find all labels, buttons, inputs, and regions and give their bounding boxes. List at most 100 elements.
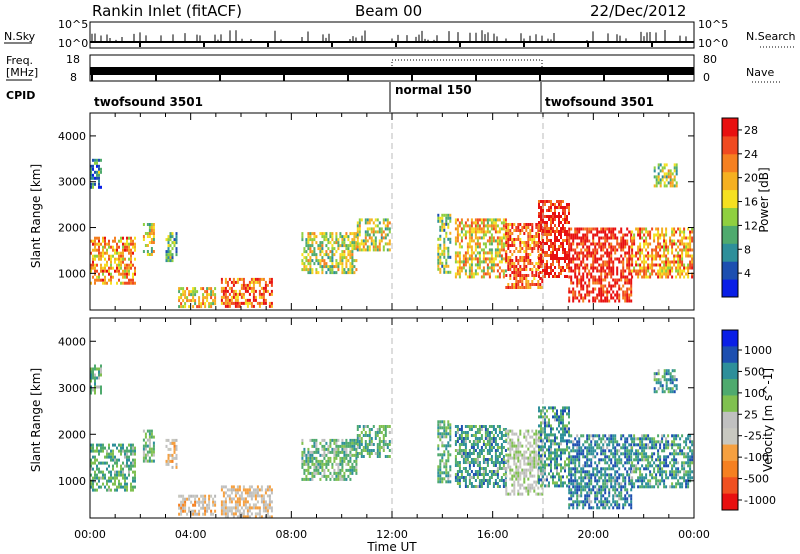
scatter-cell	[260, 485, 263, 489]
scatter-cell	[356, 236, 359, 240]
scatter-cell	[173, 447, 176, 451]
scatter-cell	[663, 242, 666, 246]
scatter-cell	[494, 461, 497, 464]
scatter-cell	[541, 432, 544, 436]
scatter-cell	[659, 266, 662, 270]
scatter-cell	[507, 432, 510, 436]
scatter-cell	[321, 474, 324, 478]
scatter-cell	[606, 251, 609, 255]
scatter-cell	[598, 275, 601, 279]
scatter-cell	[568, 233, 571, 237]
scatter-cell	[132, 458, 134, 462]
scatter-cell	[454, 479, 457, 482]
scatter-cell	[106, 467, 108, 471]
scatter-cell	[592, 296, 595, 300]
scatter-cell	[456, 470, 459, 473]
scatter-cell	[441, 435, 444, 439]
scatter-cell	[488, 458, 491, 461]
scatter-cell	[355, 456, 358, 460]
scatter-cell	[535, 480, 538, 484]
scatter-cell	[124, 488, 126, 492]
scatter-cell	[266, 289, 269, 293]
scatter-cell	[484, 242, 487, 246]
scatter-cell	[204, 512, 207, 516]
scatter-cell	[529, 244, 532, 247]
scatter-cell	[470, 428, 473, 431]
scatter-cell	[441, 477, 444, 481]
scatter-cell	[349, 456, 352, 460]
scatter-cell	[566, 203, 568, 206]
scatter-cell	[202, 302, 205, 306]
scatter-cell	[110, 479, 112, 483]
scatter-cell	[511, 265, 514, 268]
scatter-cell	[301, 456, 304, 460]
scatter-cell	[443, 267, 446, 271]
scatter-cell	[175, 447, 178, 451]
scatter-cell	[112, 458, 114, 462]
scatter-cell	[337, 244, 340, 248]
scatter-cell	[572, 446, 575, 450]
scatter-cell	[192, 287, 195, 291]
scatter-cell	[96, 242, 98, 246]
scatter-cell	[252, 491, 255, 495]
scatter-cell	[550, 263, 552, 266]
scatter-cell	[490, 254, 493, 258]
scatter-cell	[309, 262, 312, 266]
scatter-cell	[484, 233, 487, 237]
scatter-cell	[482, 257, 485, 261]
scatter-cell	[533, 244, 536, 247]
scatter-cell	[560, 409, 562, 413]
scatter-cell	[618, 260, 621, 264]
scatter-cell	[230, 295, 233, 299]
scatter-cell	[134, 452, 136, 456]
scatter-cell	[523, 250, 526, 253]
scatter-cell	[600, 263, 603, 267]
scatter-cell	[548, 448, 550, 452]
scatter-cell	[498, 218, 501, 222]
scatter-cell	[590, 275, 593, 279]
scatter-cell	[683, 266, 686, 270]
scatter-cell	[92, 467, 94, 471]
scatter-cell	[180, 302, 183, 306]
scatter-cell	[566, 406, 568, 410]
scatter-cell	[460, 437, 463, 440]
scatter-cell	[449, 219, 452, 223]
scatter-cell	[462, 257, 465, 261]
scatter-cell	[234, 292, 237, 296]
scatter-cell	[128, 473, 130, 477]
scatter-cell	[542, 209, 544, 212]
scatter-cell	[618, 278, 621, 282]
scatter-cell	[228, 301, 231, 305]
scatter-cell	[104, 476, 106, 480]
scatter-cell	[517, 492, 520, 496]
scatter-cell	[511, 441, 514, 445]
scatter-cell	[132, 452, 134, 456]
scatter-cell	[521, 259, 524, 262]
scatter-cell	[612, 230, 615, 234]
scatter-cell	[120, 443, 122, 447]
scatter-cell	[533, 474, 536, 478]
scatter-cell	[321, 265, 324, 269]
scatter-cell	[214, 287, 217, 291]
scatter-cell	[604, 227, 607, 231]
scatter-cell	[484, 230, 487, 234]
scatter-cell	[242, 500, 245, 504]
scatter-cell	[645, 269, 648, 273]
scatter-cell	[437, 477, 440, 481]
scatter-cell	[548, 418, 550, 422]
scatter-cell	[572, 458, 575, 462]
scatter-cell	[659, 269, 662, 273]
scatter-cell	[580, 470, 583, 474]
scatter-cell	[556, 215, 558, 218]
scatter-cell	[167, 447, 170, 451]
scatter-cell	[519, 286, 522, 289]
scatter-cell	[464, 221, 467, 225]
scatter-cell	[122, 257, 124, 261]
scatter-cell	[335, 477, 338, 481]
scatter-cell	[550, 251, 552, 254]
scatter-cell	[376, 449, 379, 452]
scatter-cell	[525, 429, 528, 433]
scatter-cell	[388, 242, 391, 246]
scatter-cell	[116, 458, 118, 462]
scatter-cell	[622, 245, 625, 249]
